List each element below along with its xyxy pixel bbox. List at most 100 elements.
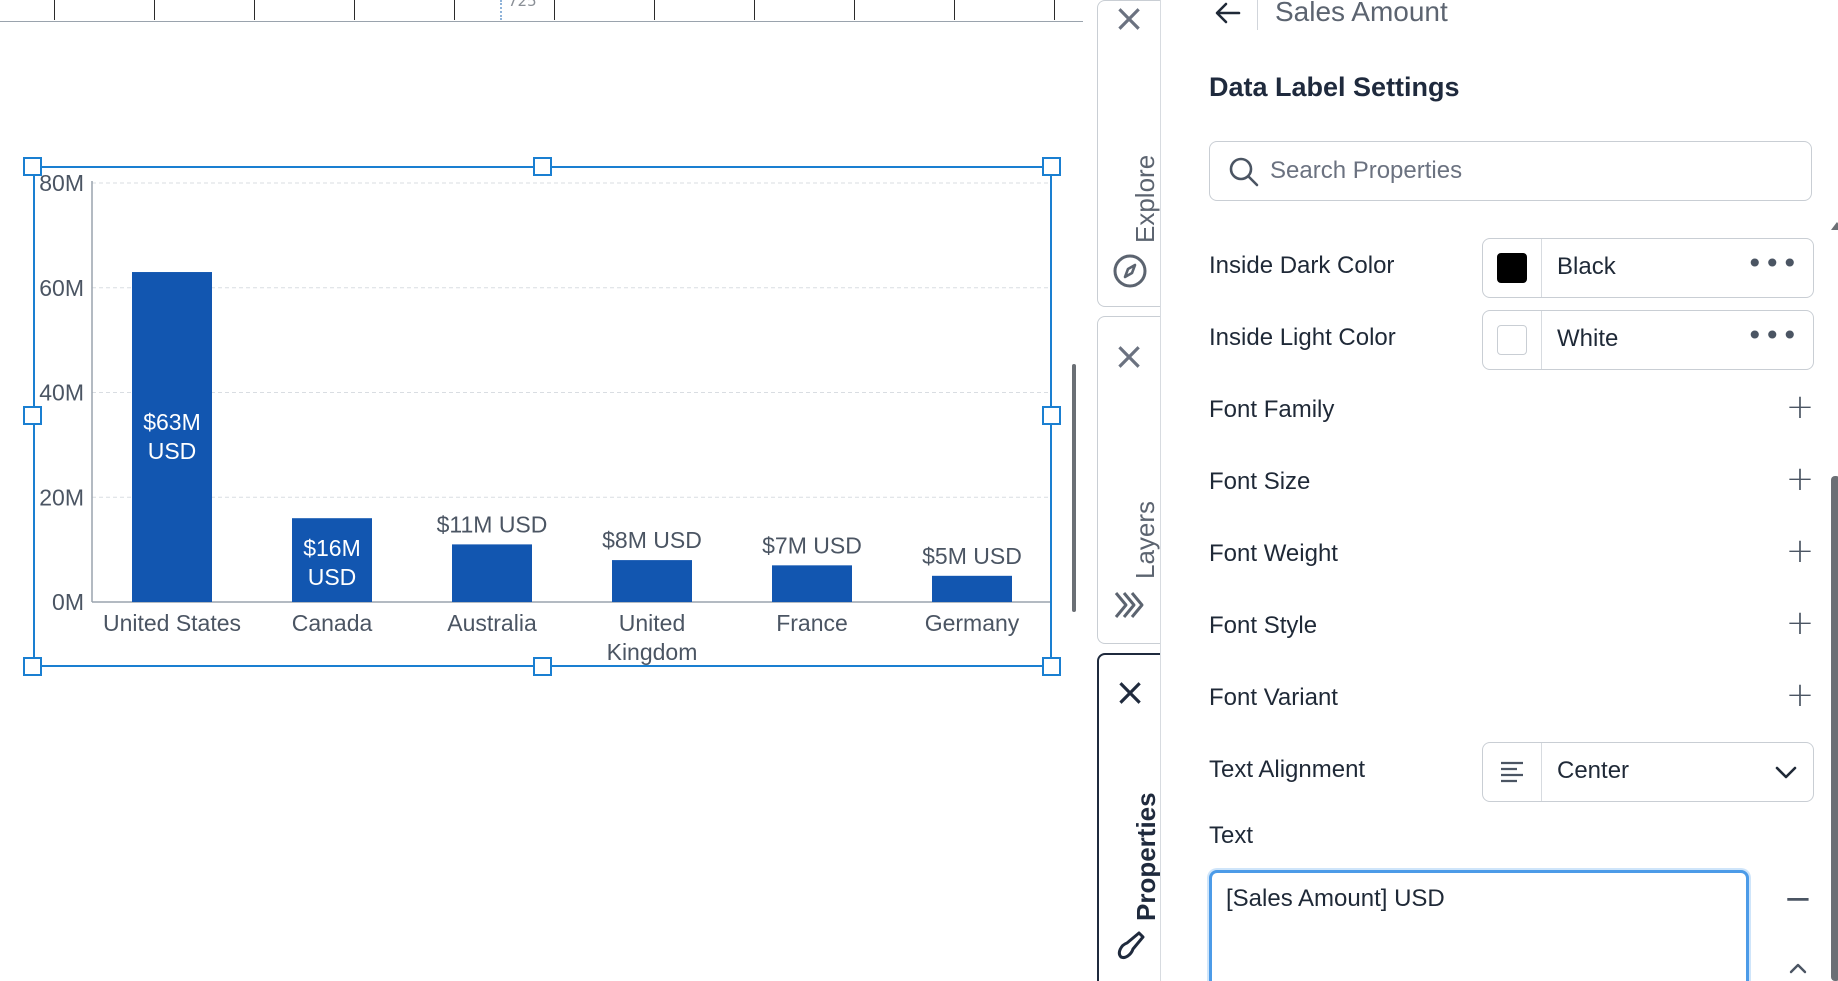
properties-scrollbar[interactable] <box>1831 476 1838 981</box>
dashboard-canvas[interactable]: 725 0M 20M 40M 60M 80M $63M USD United States $1… <box>0 0 1083 981</box>
add-icon[interactable]: + <box>1785 387 1815 427</box>
ruler-tick <box>254 0 255 20</box>
tab-properties-label: Properties <box>1131 792 1161 921</box>
remove-icon[interactable]: − <box>1783 879 1813 919</box>
x-tick-label: United Kingdom <box>607 610 698 665</box>
color-swatch[interactable] <box>1497 325 1527 355</box>
prop-inside-light-color: Inside Light Color White ••• <box>1209 310 1814 370</box>
chevron-down-icon[interactable] <box>1773 759 1799 785</box>
close-icon[interactable]: × <box>1113 0 1145 40</box>
bar <box>612 560 692 602</box>
data-label: $11M USD <box>437 511 548 537</box>
ruler-tick <box>554 0 555 20</box>
ruler-label: 725 <box>508 0 537 10</box>
prop-font-style: Font Style + <box>1209 598 1814 658</box>
panel-header-title: Sales Amount <box>1275 0 1448 27</box>
search-icon <box>1229 157 1259 187</box>
ruler-tick <box>654 0 655 20</box>
brush-icon <box>1117 931 1145 959</box>
chevron-up-icon[interactable] <box>1781 952 1815 980</box>
compass-icon <box>1113 254 1147 288</box>
prop-label: Font Variant <box>1209 684 1338 711</box>
resize-handle[interactable] <box>533 157 552 176</box>
y-tick-label: 80M <box>39 170 84 196</box>
resize-handle[interactable] <box>533 657 552 676</box>
resize-handle[interactable] <box>23 657 42 676</box>
prop-text-alignment: Text Alignment Center <box>1209 742 1814 802</box>
tab-explore[interactable]: × Explore <box>1097 0 1160 307</box>
data-label: $63M USD <box>143 409 201 464</box>
header-divider <box>1257 0 1258 30</box>
y-tick-label: 0M <box>52 589 84 615</box>
prop-label: Font Style <box>1209 612 1318 639</box>
ruler-tick <box>354 0 355 20</box>
add-icon[interactable]: + <box>1785 603 1815 643</box>
color-swatch[interactable] <box>1497 253 1527 283</box>
section-title: Data Label Settings <box>1209 72 1460 102</box>
prop-font-size: Font Size + <box>1209 454 1814 514</box>
canvas-vertical-scrollbar[interactable] <box>1072 364 1076 612</box>
swatch-container[interactable] <box>1483 239 1542 297</box>
resize-handle[interactable] <box>1042 406 1061 425</box>
x-tick-label: France <box>776 610 848 636</box>
scroll-up-arrow[interactable] <box>1831 222 1838 230</box>
bar <box>452 544 532 602</box>
resize-handle[interactable] <box>1042 657 1061 676</box>
alignment-icon-container <box>1483 743 1542 801</box>
ruler-tick <box>754 0 755 20</box>
horizontal-ruler: 725 <box>0 0 1083 22</box>
resize-handle[interactable] <box>23 406 42 425</box>
properties-panel: Sales Amount Data Label Settings Inside … <box>1160 0 1838 981</box>
text-alignment-select[interactable]: Center <box>1482 742 1814 802</box>
prop-label: Font Family <box>1209 396 1335 423</box>
color-value: White <box>1557 325 1619 352</box>
align-center-icon <box>1501 761 1523 783</box>
text-label: Text <box>1209 822 1254 849</box>
x-tick-label: Australia <box>447 610 537 636</box>
panel-header: Sales Amount <box>1161 0 1838 34</box>
add-icon[interactable]: + <box>1785 531 1815 571</box>
color-picker-dark[interactable]: Black ••• <box>1482 238 1814 298</box>
swatch-container[interactable] <box>1483 311 1542 369</box>
x-tick-label: Canada <box>292 610 373 636</box>
y-tick-label: 40M <box>39 380 84 406</box>
tab-layers-label: Layers <box>1130 500 1160 579</box>
resize-handle[interactable] <box>23 157 42 176</box>
prop-font-variant: Font Variant + <box>1209 670 1814 730</box>
data-label: $16M USD <box>303 535 361 590</box>
tab-properties[interactable]: × Properties <box>1097 653 1161 981</box>
layers-icon <box>1114 592 1144 618</box>
prop-inside-dark-color: Inside Dark Color Black ••• <box>1209 238 1814 298</box>
ruler-cursor <box>500 0 502 20</box>
data-label: $5M USD <box>922 543 1022 569</box>
resize-handle[interactable] <box>1042 157 1061 176</box>
prop-label: Inside Dark Color <box>1209 252 1395 279</box>
close-icon[interactable]: × <box>1114 670 1146 714</box>
ruler-tick <box>454 0 455 20</box>
more-options-icon[interactable]: ••• <box>1746 247 1799 280</box>
x-tick-label: United States <box>103 610 241 636</box>
add-icon[interactable]: + <box>1785 675 1815 715</box>
side-tab-strip: × Explore × Layers × Properties <box>1083 0 1161 981</box>
bar-chart[interactable]: 0M 20M 40M 60M 80M $63M USD United States $16M US… <box>0 0 1083 700</box>
ruler-tick <box>54 0 55 20</box>
more-options-icon[interactable]: ••• <box>1746 319 1799 352</box>
text-input[interactable] <box>1209 870 1749 981</box>
prop-label: Font Weight <box>1209 540 1338 567</box>
add-icon[interactable]: + <box>1785 459 1815 499</box>
alignment-value: Center <box>1557 757 1630 784</box>
prop-label: Font Size <box>1209 468 1311 495</box>
prop-font-family: Font Family + <box>1209 382 1814 442</box>
data-label: $7M USD <box>762 532 862 558</box>
color-picker-light[interactable]: White ••• <box>1482 310 1814 370</box>
bar <box>292 518 372 602</box>
back-arrow-icon[interactable] <box>1211 0 1245 30</box>
search-input[interactable] <box>1270 142 1790 200</box>
tab-layers[interactable]: × Layers <box>1097 316 1160 644</box>
close-icon[interactable]: × <box>1113 334 1145 378</box>
chart-selection-frame[interactable] <box>33 166 1052 667</box>
ruler-tick <box>854 0 855 20</box>
prop-label: Text Alignment <box>1209 756 1366 783</box>
search-box[interactable] <box>1209 141 1812 201</box>
